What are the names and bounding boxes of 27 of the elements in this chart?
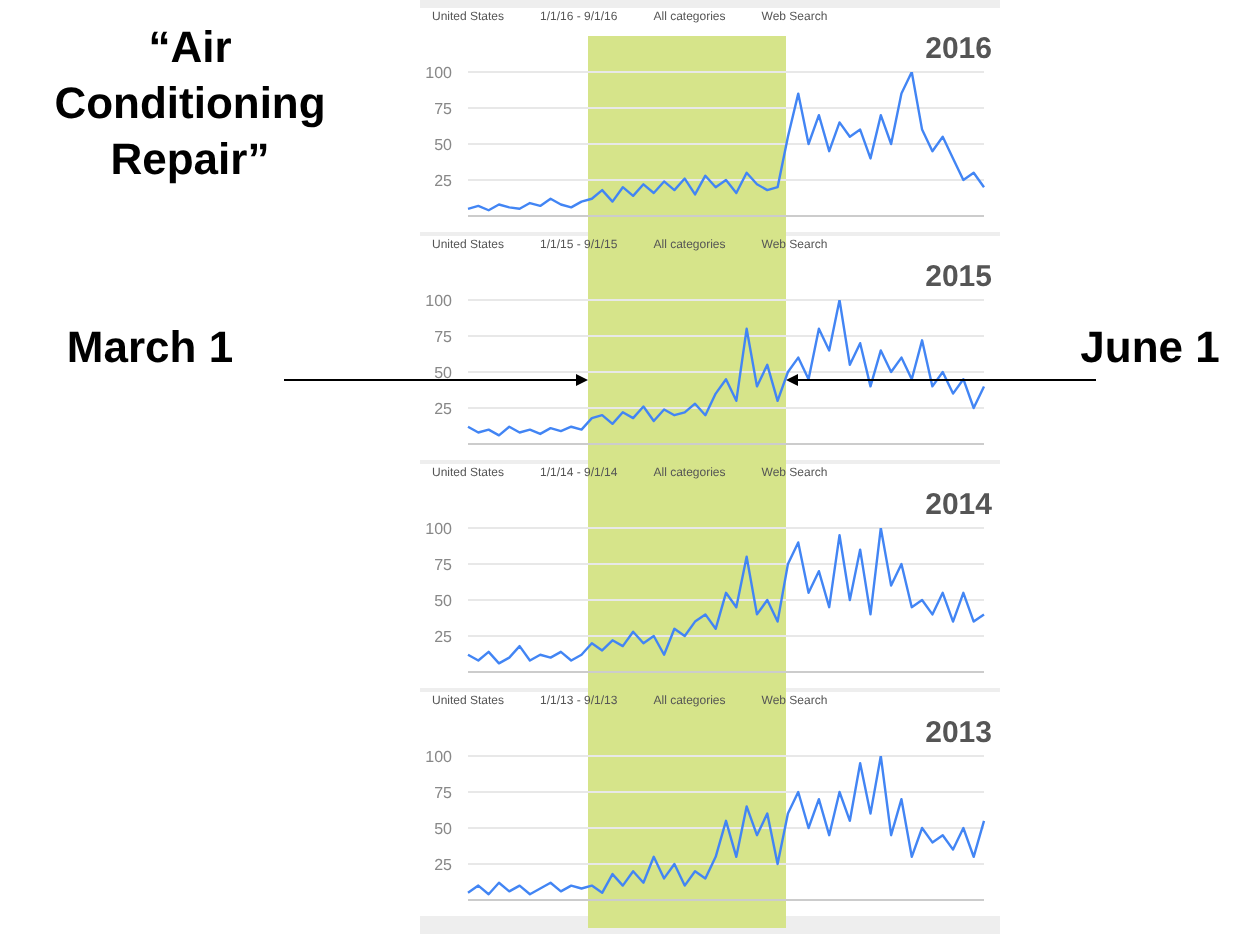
y-tick-label: 25 [434, 399, 454, 418]
y-tick-label: 100 [425, 519, 454, 538]
y-tick-label: 25 [434, 627, 454, 646]
y-tick-label: 75 [434, 783, 454, 802]
y-tick-label: 75 [434, 555, 454, 574]
y-tick-label: 50 [434, 819, 454, 838]
line-series [466, 756, 986, 896]
chart-title: 2016 [925, 32, 992, 66]
y-tick-label: 75 [434, 327, 454, 346]
chart-title: 2015 [925, 260, 992, 294]
y-tick-label: 100 [425, 747, 454, 766]
text: March 1 [64, 320, 236, 376]
y-tick-label: 50 [434, 135, 454, 154]
chart-title: 2013 [925, 716, 992, 750]
line-series [466, 528, 986, 665]
text: “Air Conditioning Repair” [52, 20, 328, 188]
y-tick-label: 100 [425, 291, 454, 310]
chart-title: 2014 [925, 488, 992, 522]
line-series [466, 300, 986, 437]
y-tick-label: 50 [434, 591, 454, 610]
y-tick-label: 50 [434, 363, 454, 382]
line-series [466, 72, 986, 212]
y-tick-label: 25 [434, 171, 454, 190]
y-tick-label: 100 [425, 63, 454, 82]
y-tick-label: 25 [434, 855, 454, 874]
y-tick-label: 75 [434, 99, 454, 118]
text: June 1 [1078, 320, 1222, 376]
